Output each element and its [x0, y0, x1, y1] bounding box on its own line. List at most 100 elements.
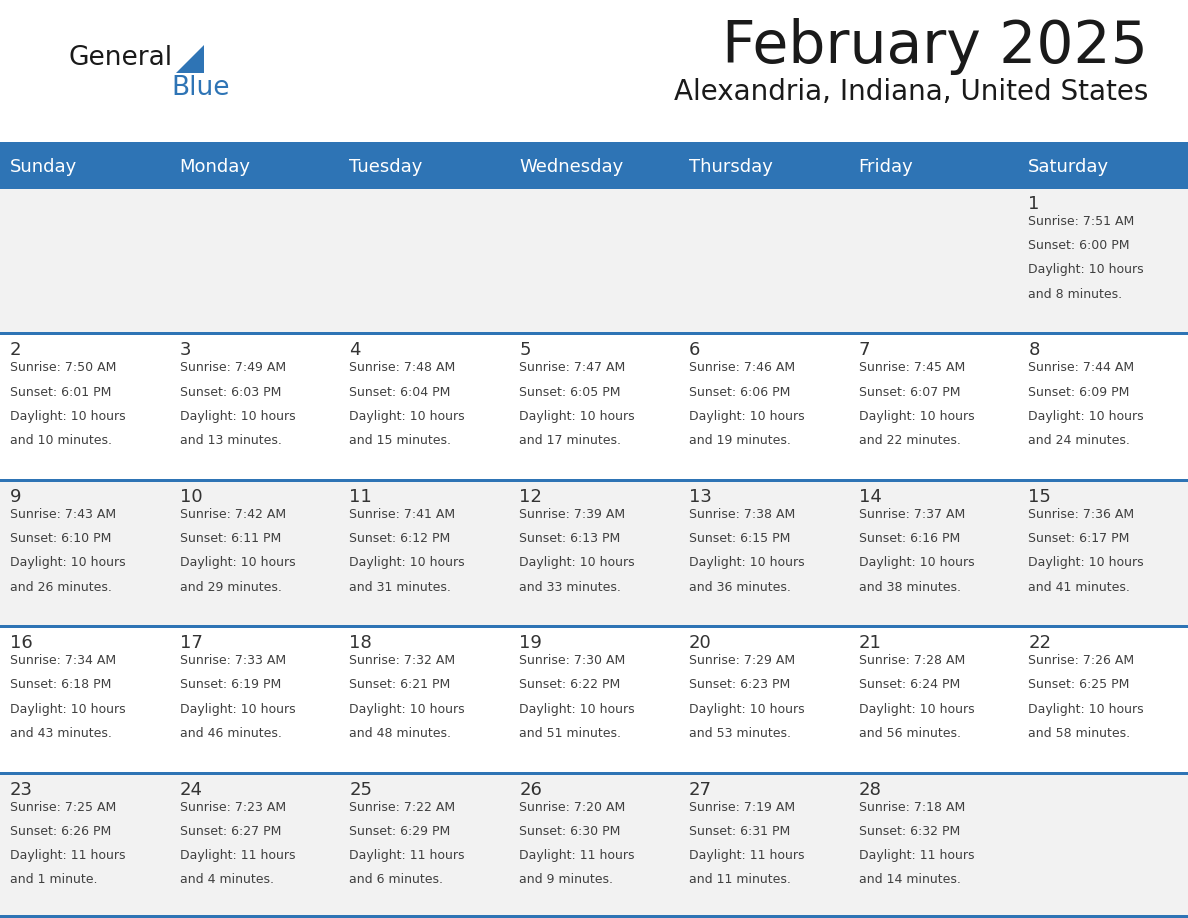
Text: Monday: Monday [179, 158, 251, 176]
Text: and 10 minutes.: and 10 minutes. [10, 434, 112, 447]
Text: Sunrise: 7:30 AM: Sunrise: 7:30 AM [519, 655, 625, 667]
Text: 8: 8 [1029, 341, 1040, 360]
Text: Daylight: 10 hours: Daylight: 10 hours [1029, 263, 1144, 276]
Text: Sunrise: 7:38 AM: Sunrise: 7:38 AM [689, 508, 795, 521]
Text: Sunrise: 7:18 AM: Sunrise: 7:18 AM [859, 800, 965, 813]
Text: and 31 minutes.: and 31 minutes. [349, 580, 451, 594]
Text: and 9 minutes.: and 9 minutes. [519, 873, 613, 887]
Bar [0, 332, 1188, 335]
Text: Sunrise: 7:43 AM: Sunrise: 7:43 AM [10, 508, 116, 521]
Text: Sunset: 6:24 PM: Sunset: 6:24 PM [859, 678, 960, 691]
Text: Sunrise: 7:32 AM: Sunrise: 7:32 AM [349, 655, 455, 667]
Text: 6: 6 [689, 341, 700, 360]
Text: Sunset: 6:13 PM: Sunset: 6:13 PM [519, 532, 620, 545]
Text: Daylight: 10 hours: Daylight: 10 hours [859, 410, 974, 423]
Text: Sunset: 6:31 PM: Sunset: 6:31 PM [689, 825, 790, 838]
Text: Sunrise: 7:51 AM: Sunrise: 7:51 AM [1029, 215, 1135, 228]
Text: and 17 minutes.: and 17 minutes. [519, 434, 621, 447]
Text: Alexandria, Indiana, United States: Alexandria, Indiana, United States [674, 78, 1148, 106]
Text: Sunset: 6:01 PM: Sunset: 6:01 PM [10, 386, 112, 398]
Text: Daylight: 10 hours: Daylight: 10 hours [10, 702, 126, 716]
Bar [0, 189, 1188, 332]
Text: 18: 18 [349, 634, 372, 652]
Text: Sunrise: 7:28 AM: Sunrise: 7:28 AM [859, 655, 965, 667]
Text: 9: 9 [10, 487, 21, 506]
Text: and 22 minutes.: and 22 minutes. [859, 434, 960, 447]
Bar [0, 479, 1188, 482]
Text: and 19 minutes.: and 19 minutes. [689, 434, 791, 447]
Text: 27: 27 [689, 780, 712, 799]
Text: Daylight: 11 hours: Daylight: 11 hours [349, 849, 465, 862]
Text: Daylight: 10 hours: Daylight: 10 hours [519, 556, 634, 569]
Text: Sunset: 6:16 PM: Sunset: 6:16 PM [859, 532, 960, 545]
Text: Sunset: 6:06 PM: Sunset: 6:06 PM [689, 386, 790, 398]
Text: Sunrise: 7:47 AM: Sunrise: 7:47 AM [519, 362, 625, 375]
Text: Sunset: 6:29 PM: Sunset: 6:29 PM [349, 825, 450, 838]
Text: and 33 minutes.: and 33 minutes. [519, 580, 621, 594]
Text: 16: 16 [10, 634, 33, 652]
Text: Daylight: 11 hours: Daylight: 11 hours [519, 849, 634, 862]
Text: and 36 minutes.: and 36 minutes. [689, 580, 791, 594]
Text: Daylight: 10 hours: Daylight: 10 hours [1029, 556, 1144, 569]
Text: 15: 15 [1029, 487, 1051, 506]
Text: Sunrise: 7:26 AM: Sunrise: 7:26 AM [1029, 655, 1135, 667]
Text: Sunrise: 7:19 AM: Sunrise: 7:19 AM [689, 800, 795, 813]
Text: Daylight: 10 hours: Daylight: 10 hours [859, 556, 974, 569]
Bar [0, 772, 1188, 775]
Text: Daylight: 11 hours: Daylight: 11 hours [10, 849, 126, 862]
Text: 10: 10 [179, 487, 202, 506]
Text: Daylight: 10 hours: Daylight: 10 hours [859, 702, 974, 716]
Text: 26: 26 [519, 780, 542, 799]
Text: Sunset: 6:17 PM: Sunset: 6:17 PM [1029, 532, 1130, 545]
Text: Daylight: 11 hours: Daylight: 11 hours [689, 849, 804, 862]
Text: Tuesday: Tuesday [349, 158, 423, 176]
Text: 1: 1 [1029, 195, 1040, 213]
Text: Sunrise: 7:34 AM: Sunrise: 7:34 AM [10, 655, 116, 667]
Text: Daylight: 10 hours: Daylight: 10 hours [179, 556, 296, 569]
Text: Sunset: 6:18 PM: Sunset: 6:18 PM [10, 678, 112, 691]
Text: Sunset: 6:10 PM: Sunset: 6:10 PM [10, 532, 112, 545]
Text: 22: 22 [1029, 634, 1051, 652]
Text: and 4 minutes.: and 4 minutes. [179, 873, 273, 887]
Text: and 6 minutes.: and 6 minutes. [349, 873, 443, 887]
Text: Daylight: 10 hours: Daylight: 10 hours [689, 556, 804, 569]
Text: and 48 minutes.: and 48 minutes. [349, 727, 451, 740]
Text: Sunrise: 7:25 AM: Sunrise: 7:25 AM [10, 800, 116, 813]
Text: 4: 4 [349, 341, 361, 360]
Text: and 43 minutes.: and 43 minutes. [10, 727, 112, 740]
Polygon shape [176, 45, 204, 73]
Text: Sunset: 6:30 PM: Sunset: 6:30 PM [519, 825, 620, 838]
Text: Friday: Friday [859, 158, 914, 176]
Text: Daylight: 10 hours: Daylight: 10 hours [1029, 410, 1144, 423]
Text: Sunrise: 7:22 AM: Sunrise: 7:22 AM [349, 800, 455, 813]
Text: Daylight: 10 hours: Daylight: 10 hours [689, 702, 804, 716]
Text: and 14 minutes.: and 14 minutes. [859, 873, 960, 887]
Bar [0, 335, 1188, 479]
Text: Sunrise: 7:37 AM: Sunrise: 7:37 AM [859, 508, 965, 521]
Text: 24: 24 [179, 780, 203, 799]
Text: Daylight: 10 hours: Daylight: 10 hours [519, 702, 634, 716]
Text: Daylight: 10 hours: Daylight: 10 hours [349, 702, 465, 716]
Text: Daylight: 11 hours: Daylight: 11 hours [179, 849, 295, 862]
Text: and 13 minutes.: and 13 minutes. [179, 434, 282, 447]
Text: 13: 13 [689, 487, 712, 506]
Text: Sunset: 6:12 PM: Sunset: 6:12 PM [349, 532, 450, 545]
Text: Daylight: 10 hours: Daylight: 10 hours [10, 410, 126, 423]
Text: 19: 19 [519, 634, 542, 652]
Text: Sunrise: 7:50 AM: Sunrise: 7:50 AM [10, 362, 116, 375]
Text: Sunset: 6:11 PM: Sunset: 6:11 PM [179, 532, 282, 545]
Text: and 15 minutes.: and 15 minutes. [349, 434, 451, 447]
Text: 25: 25 [349, 780, 372, 799]
Text: Saturday: Saturday [1029, 158, 1110, 176]
Text: Sunset: 6:05 PM: Sunset: 6:05 PM [519, 386, 620, 398]
Text: Sunset: 6:32 PM: Sunset: 6:32 PM [859, 825, 960, 838]
Text: Sunset: 6:27 PM: Sunset: 6:27 PM [179, 825, 282, 838]
Text: General: General [68, 45, 172, 71]
Text: Sunrise: 7:39 AM: Sunrise: 7:39 AM [519, 508, 625, 521]
Text: Sunset: 6:04 PM: Sunset: 6:04 PM [349, 386, 450, 398]
Text: and 53 minutes.: and 53 minutes. [689, 727, 791, 740]
Text: Daylight: 10 hours: Daylight: 10 hours [519, 410, 634, 423]
Text: Sunset: 6:15 PM: Sunset: 6:15 PM [689, 532, 790, 545]
Text: Sunset: 6:23 PM: Sunset: 6:23 PM [689, 678, 790, 691]
Text: 14: 14 [859, 487, 881, 506]
